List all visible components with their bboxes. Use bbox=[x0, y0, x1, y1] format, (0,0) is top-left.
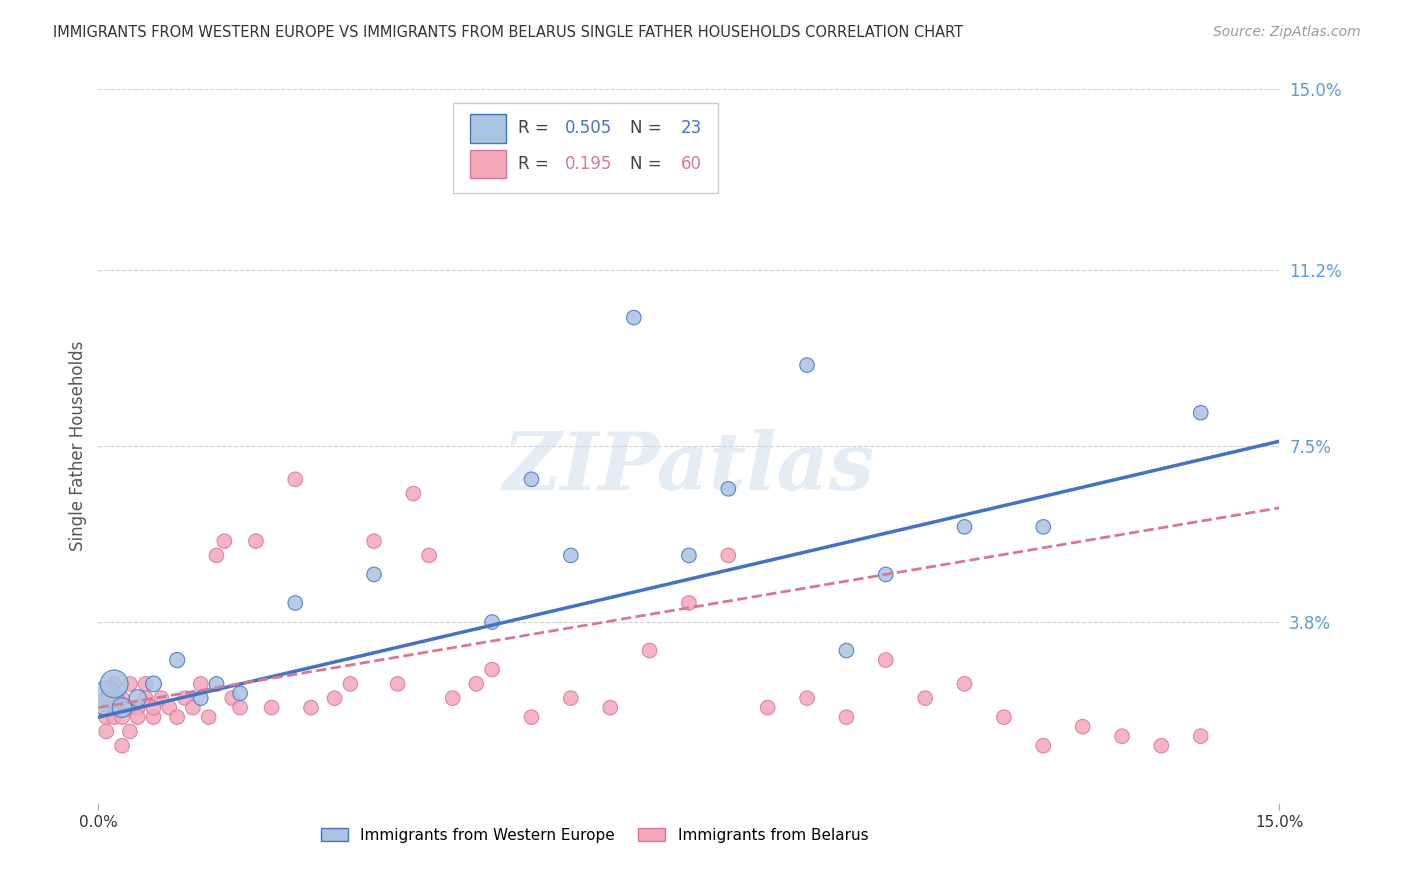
Text: 60: 60 bbox=[681, 155, 702, 173]
Point bbox=[103, 677, 125, 691]
Point bbox=[993, 710, 1015, 724]
Point bbox=[914, 691, 936, 706]
Point bbox=[323, 691, 346, 706]
Point bbox=[127, 691, 149, 706]
Point bbox=[1032, 739, 1054, 753]
Point bbox=[678, 596, 700, 610]
Text: N =: N = bbox=[630, 120, 666, 137]
Point bbox=[796, 691, 818, 706]
Point bbox=[229, 686, 252, 700]
Point bbox=[481, 615, 503, 629]
Point bbox=[284, 472, 307, 486]
Point bbox=[111, 691, 134, 706]
Point bbox=[1150, 739, 1173, 753]
Point bbox=[1071, 720, 1094, 734]
Point bbox=[284, 596, 307, 610]
Point bbox=[875, 567, 897, 582]
Point bbox=[118, 724, 141, 739]
Point bbox=[111, 700, 134, 714]
Point bbox=[299, 700, 322, 714]
Point bbox=[339, 677, 361, 691]
Text: R =: R = bbox=[517, 155, 554, 173]
Point bbox=[835, 710, 858, 724]
Point bbox=[1189, 406, 1212, 420]
Point bbox=[560, 691, 582, 706]
Point bbox=[174, 691, 197, 706]
Point bbox=[166, 653, 188, 667]
Point bbox=[96, 691, 118, 706]
Text: Source: ZipAtlas.com: Source: ZipAtlas.com bbox=[1213, 25, 1361, 39]
Point bbox=[481, 663, 503, 677]
Point bbox=[96, 691, 118, 706]
Point bbox=[835, 643, 858, 657]
Point bbox=[953, 677, 976, 691]
Text: IMMIGRANTS FROM WESTERN EUROPE VS IMMIGRANTS FROM BELARUS SINGLE FATHER HOUSEHOL: IMMIGRANTS FROM WESTERN EUROPE VS IMMIGR… bbox=[53, 25, 963, 40]
Point bbox=[441, 691, 464, 706]
Text: 0.505: 0.505 bbox=[565, 120, 612, 137]
Point bbox=[111, 710, 134, 724]
Point bbox=[402, 486, 425, 500]
Point bbox=[363, 534, 385, 549]
Point bbox=[363, 567, 385, 582]
Point bbox=[118, 700, 141, 714]
Point bbox=[142, 710, 165, 724]
Point bbox=[678, 549, 700, 563]
Point bbox=[229, 700, 252, 714]
Point bbox=[127, 700, 149, 714]
Text: N =: N = bbox=[630, 155, 666, 173]
Point bbox=[221, 691, 243, 706]
Point bbox=[205, 677, 228, 691]
Point bbox=[103, 677, 125, 691]
Point bbox=[465, 677, 488, 691]
Point bbox=[418, 549, 440, 563]
Point bbox=[953, 520, 976, 534]
Point bbox=[181, 700, 204, 714]
Point bbox=[875, 653, 897, 667]
Point bbox=[214, 534, 236, 549]
Point bbox=[520, 472, 543, 486]
Point bbox=[142, 700, 165, 714]
Point bbox=[135, 677, 157, 691]
FancyBboxPatch shape bbox=[453, 103, 718, 193]
Text: R =: R = bbox=[517, 120, 554, 137]
Point bbox=[560, 549, 582, 563]
Point bbox=[96, 724, 118, 739]
Point bbox=[157, 700, 180, 714]
Point bbox=[1189, 729, 1212, 743]
Point bbox=[96, 710, 118, 724]
Point bbox=[260, 700, 283, 714]
Text: 0.195: 0.195 bbox=[565, 155, 612, 173]
Point bbox=[717, 482, 740, 496]
FancyBboxPatch shape bbox=[471, 114, 506, 143]
Point bbox=[150, 691, 173, 706]
Point bbox=[103, 710, 125, 724]
Point bbox=[118, 677, 141, 691]
Text: ZIPatlas: ZIPatlas bbox=[503, 429, 875, 506]
Point bbox=[197, 710, 219, 724]
Point bbox=[190, 691, 212, 706]
Point bbox=[1032, 520, 1054, 534]
Point bbox=[190, 677, 212, 691]
Point bbox=[142, 677, 165, 691]
FancyBboxPatch shape bbox=[471, 150, 506, 178]
Point bbox=[520, 710, 543, 724]
Text: 23: 23 bbox=[681, 120, 702, 137]
Point bbox=[245, 534, 267, 549]
Point bbox=[599, 700, 621, 714]
Point bbox=[103, 700, 125, 714]
Point bbox=[796, 358, 818, 372]
Point bbox=[135, 691, 157, 706]
Point bbox=[387, 677, 409, 691]
Point bbox=[166, 710, 188, 724]
Point bbox=[638, 643, 661, 657]
Point bbox=[717, 549, 740, 563]
Point bbox=[623, 310, 645, 325]
Y-axis label: Single Father Households: Single Father Households bbox=[69, 341, 87, 551]
Point bbox=[756, 700, 779, 714]
Point bbox=[111, 739, 134, 753]
Point bbox=[1111, 729, 1133, 743]
Point bbox=[127, 710, 149, 724]
Point bbox=[205, 549, 228, 563]
Legend: Immigrants from Western Europe, Immigrants from Belarus: Immigrants from Western Europe, Immigran… bbox=[315, 822, 875, 848]
